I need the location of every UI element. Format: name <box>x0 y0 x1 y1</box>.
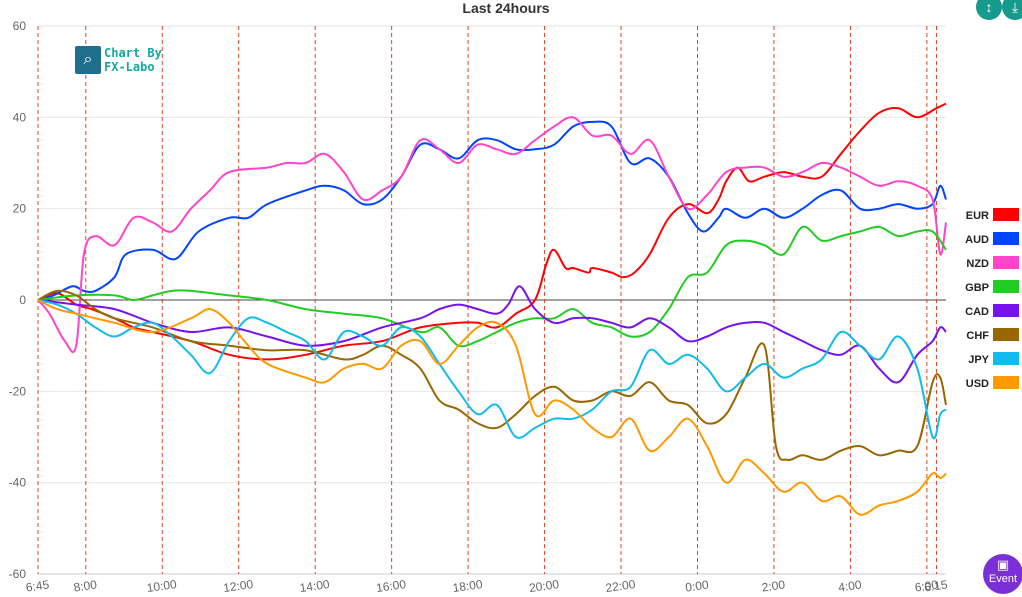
legend-item-eur[interactable]: EUR <box>966 208 1019 222</box>
series-line-gbp <box>37 225 947 348</box>
y-tick-label: 20 <box>13 202 27 216</box>
x-tick-label: 4:00 <box>837 577 862 594</box>
series-line-nzd <box>37 116 947 353</box>
x-tick-label: 2:00 <box>761 577 786 594</box>
series-line-jpy <box>37 299 947 440</box>
axis-layer: 60 40 20 0 -20 -40 -606:45 8:00 10:00 12:00 14:00 1… <box>9 19 949 595</box>
legend-swatch <box>993 280 1019 293</box>
logo-line-1: Chart By <box>104 46 162 60</box>
series-layer <box>37 102 947 516</box>
legend-item-usd[interactable]: USD <box>966 376 1019 390</box>
download-button[interactable]: ⤓ <box>1002 0 1022 20</box>
series-line-cad <box>37 285 947 384</box>
collapse-button[interactable]: ↕ <box>976 0 1002 20</box>
legend-swatch <box>993 232 1019 245</box>
x-tick-label: 6:15 <box>923 577 948 594</box>
grid-layer <box>38 25 946 575</box>
legend-item-nzd[interactable]: NZD <box>966 256 1019 270</box>
legend-item-gbp[interactable]: GBP <box>965 280 1019 294</box>
x-tick-label: 16:00 <box>375 577 407 595</box>
legend-label: USD <box>966 378 989 390</box>
legend-swatch <box>993 208 1019 221</box>
legend-swatch <box>993 352 1019 365</box>
series-line-usd <box>37 299 947 516</box>
x-tick-label: 6:00 <box>914 577 939 594</box>
legend-label: NZD <box>966 258 989 270</box>
event-label: Event <box>988 573 1018 585</box>
legend-label: GBP <box>965 282 989 294</box>
x-tick-label: 6:45 <box>25 577 50 594</box>
calendar-icon: ▣ <box>996 557 1010 572</box>
x-tick-label: 0:00 <box>684 577 709 594</box>
legend-label: CHF <box>966 330 989 342</box>
event-button[interactable]: ▣ Event <box>983 554 1022 594</box>
legend[interactable]: EUR AUD NZD GBP CAD CHF JPY USD <box>965 208 1019 390</box>
magnifier-chart-icon: ⌕ <box>75 46 101 74</box>
legend-item-chf[interactable]: CHF <box>966 328 1019 342</box>
x-tick-label: 14:00 <box>299 577 331 595</box>
y-tick-label: -60 <box>9 567 27 581</box>
chart-title: Last 24hours <box>462 0 550 16</box>
x-tick-label: 18:00 <box>452 577 484 595</box>
x-tick-label: 8:00 <box>73 577 98 594</box>
download-icon: ⤓ <box>1011 0 1019 15</box>
legend-label: AUD <box>965 234 989 246</box>
collapse-icon: ↕ <box>985 0 993 15</box>
chart-by-logo: ⌕ Chart By FX-Labo <box>75 46 175 78</box>
y-tick-label: 0 <box>19 293 26 307</box>
y-tick-label: 60 <box>13 19 27 33</box>
legend-swatch <box>993 328 1019 341</box>
x-tick-label: 22:00 <box>605 577 637 595</box>
y-tick-label: -40 <box>9 476 27 490</box>
series-line-aud <box>37 120 947 301</box>
legend-label: EUR <box>966 210 989 222</box>
legend-label: JPY <box>968 354 989 366</box>
logo-line-2: FX-Labo <box>104 60 155 74</box>
series-line-chf <box>37 289 947 462</box>
event-lines <box>37 26 937 574</box>
x-tick-label: 10:00 <box>146 577 178 595</box>
x-tick-label: 20:00 <box>528 577 560 595</box>
x-tick-label: 12:00 <box>222 577 254 595</box>
y-tick-label: 40 <box>13 110 27 124</box>
legend-swatch <box>993 376 1019 389</box>
legend-item-cad[interactable]: CAD <box>965 304 1019 318</box>
legend-item-jpy[interactable]: JPY <box>968 352 1019 366</box>
legend-item-aud[interactable]: AUD <box>965 232 1019 246</box>
series-line-eur <box>37 102 947 361</box>
legend-swatch <box>993 256 1019 269</box>
legend-swatch <box>993 304 1019 317</box>
logo-text: Chart By FX-Labo <box>104 46 162 74</box>
legend-label: CAD <box>965 306 989 318</box>
y-tick-label: -20 <box>9 384 27 398</box>
